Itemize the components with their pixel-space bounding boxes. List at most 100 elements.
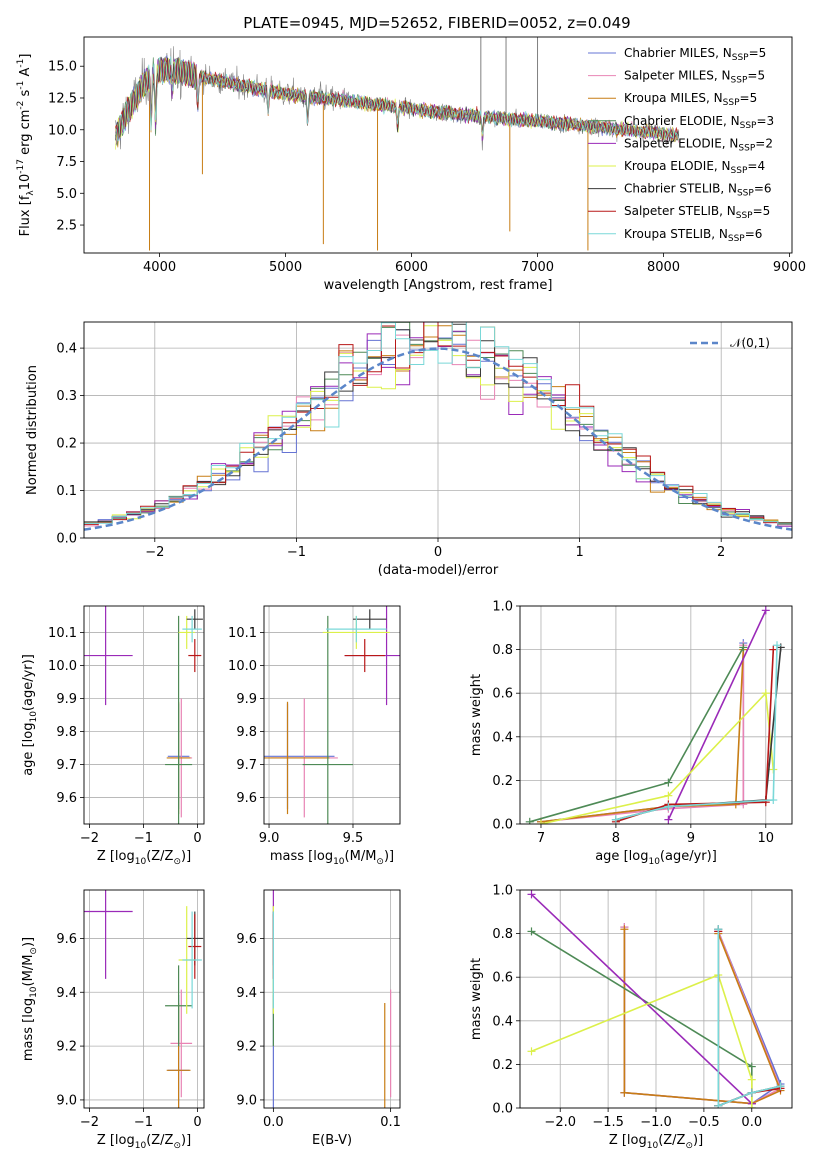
panels: 4000 5000 6000 7000 8000 90002.55.07.510.012.… [16,36,806,1151]
legend-item: Chabrier STELIB, NSSP=6 [588,182,772,199]
y-axis-label: mass [log10(M/M⊙)] [21,937,39,1061]
text-part: ⊙ [29,947,39,955]
text-part: )] [21,937,36,947]
legend-label-main: Salpeter STELIB, N [624,204,736,218]
salpeter_elodie-errorbar-point [84,890,133,979]
salpeter_elodie-weight-marker [761,606,770,615]
x-tick-label: −1 [134,831,153,846]
text-part: )] [181,1133,191,1148]
legend-label-main: Chabrier MILES, N [624,46,732,60]
text-part: -2 [16,101,26,110]
text-part: λ [26,190,36,196]
y-tick-label: 10.0 [48,123,77,138]
x-tick-label: 9.5 [343,831,364,846]
text-part: -1 [16,81,26,90]
y-tick-label: 9.2 [56,1040,77,1055]
legend-label: Kroupa STELIB, NSSP=6 [624,227,762,244]
kroupa_stelib-errorbar-point [182,615,202,643]
x-tick-label: −1 [134,1115,153,1130]
residuals-legend: 𝒩(0,1) [690,336,770,350]
legend-label: Kroupa MILES, NSSP=5 [624,91,757,108]
legend-label: Chabrier ELODIE, NSSP=3 [624,114,774,131]
text-part: age [log [21,723,36,776]
frame: −2 −1 09.09.29.49.6Z [log10(Z/Z⊙)]mass [lo… [21,889,205,1151]
y-tick-label: 9.0 [236,1093,257,1108]
y-tick-label: 9.7 [236,758,257,773]
x-axis-label: mass [log10(M/M⊙)] [270,849,394,867]
spectrum-plot-area [115,37,679,251]
legend-item: Kroupa STELIB, NSSP=6 [588,227,762,244]
legend-item: Kroupa ELODIE, NSSP=4 [588,159,765,176]
text-part: mass [log [21,998,36,1061]
chabrier_stelib-weight-marker [776,643,785,652]
text-part: 10 [648,857,660,867]
chabrier_miles-weight-line [540,643,745,823]
x-tick-label: −0.5 [688,1115,720,1130]
x-axis-label: wavelength [Angstrom, rest frame] [324,278,553,293]
text-part: ⊙ [173,857,181,867]
y-tick-label: 0.4 [492,730,513,745]
y-tick-label: 0.0 [492,818,513,833]
y-axis-label: age [log10(age/yr)] [21,654,39,776]
text-part: A [18,68,33,81]
y-tick-label: 10.1 [48,626,77,641]
residuals-axes: −2 −1 0 1 2 0.0 0.1 0.2 0.3 0.4 (data-model)/error… [25,321,793,578]
legend-item: Salpeter ELODIE, NSSP=2 [588,136,773,153]
frame: −2.0 −1.5 −1.0 −0.5 0.0 0.0 0.2 0.4 0.6 0.8 1.0 Z [… [469,884,793,1151]
y-tick-label: 9.4 [56,986,77,1001]
legend-item: Kroupa MILES, NSSP=5 [588,91,757,108]
x-tick-label: 8 [612,831,620,846]
chabrier_elodie-model-spectrum-line [115,57,679,146]
x-axis-label: (data-model)/error [378,563,499,578]
y-axis-label: Normed distribution [25,365,40,495]
mass-vs-z-plot-area [84,890,203,1108]
y-tick-label: 0.6 [492,687,513,702]
kroupa_stelib-model-spectrum-line [115,56,679,142]
y-tick-label: 1.0 [492,884,513,899]
x-tick-label: −2 [80,831,99,846]
y-tick-label: 9.4 [236,986,257,1001]
text-part: 10 [29,711,39,723]
y-tick-label: 0.0 [492,1102,513,1117]
kroupa_elodie-weight-marker [664,791,673,800]
y-tick-label: 9.8 [236,725,257,740]
chabrier_elodie-weight-marker [664,778,673,787]
x-tick-label: −1.0 [640,1115,672,1130]
legend-label-main: Kroupa ELODIE, N [624,159,731,173]
legend-label-sub: SSP [728,234,745,244]
x-tick-label: 7 [537,831,545,846]
salpeter_stelib-errorbar-point [344,639,385,673]
legend-label-main: Kroupa MILES, N [624,91,723,105]
text-part: 10 [29,986,39,998]
age-vs-z-axes: −2 −1 09.69.79.89.910.010.1Z [log10(Z/Z⊙)]… [21,605,205,867]
legend-item: Chabrier MILES, NSSP=5 [588,46,766,63]
chabrier_stelib-weight-line [615,647,782,821]
y-tick-label: 0.0 [56,532,77,547]
mass-vs-ebv-axes: 0.0 0.1 9.0 9.2 9.4 9.6 E(B-V) [236,889,401,1148]
y-tick-label: 1.0 [492,600,513,615]
kroupa_stelib-weight-marker [747,1088,756,1097]
legend-label-sub: SSP [731,166,748,176]
legend-label: Kroupa ELODIE, NSSP=4 [624,159,765,176]
salpeter_elodie-errorbar-point [84,606,133,706]
legend-label-tail: =5 [740,91,758,105]
weight-vs-z-plot-area [527,890,785,1108]
chabrier_stelib-errorbar-point [352,609,387,630]
x-tick-label: 1 [575,545,583,560]
legend-label-main: Chabrier STELIB, N [624,182,737,196]
legend-label-sub: SSP [737,189,754,199]
salpeter_stelib-errorbar-point [188,914,202,979]
text-part: )] [384,849,394,864]
chabrier_miles-weight-line [623,927,782,1105]
legend-label-tail: =6 [754,182,772,196]
text-part: wavelength [Angstrom, rest frame] [324,278,553,293]
text-part: ⊙ [376,857,384,867]
y-tick-label: 9.6 [236,791,257,806]
x-tick-label: −2 [80,1115,99,1130]
x-axis-label: Z [log10(Z/Z⊙)] [97,849,191,867]
legend-label-tail: =5 [753,204,771,218]
y-tick-label: 0.2 [492,1058,513,1073]
legend-label-sub: SSP [736,211,753,221]
text-part: erg cm [18,110,33,159]
